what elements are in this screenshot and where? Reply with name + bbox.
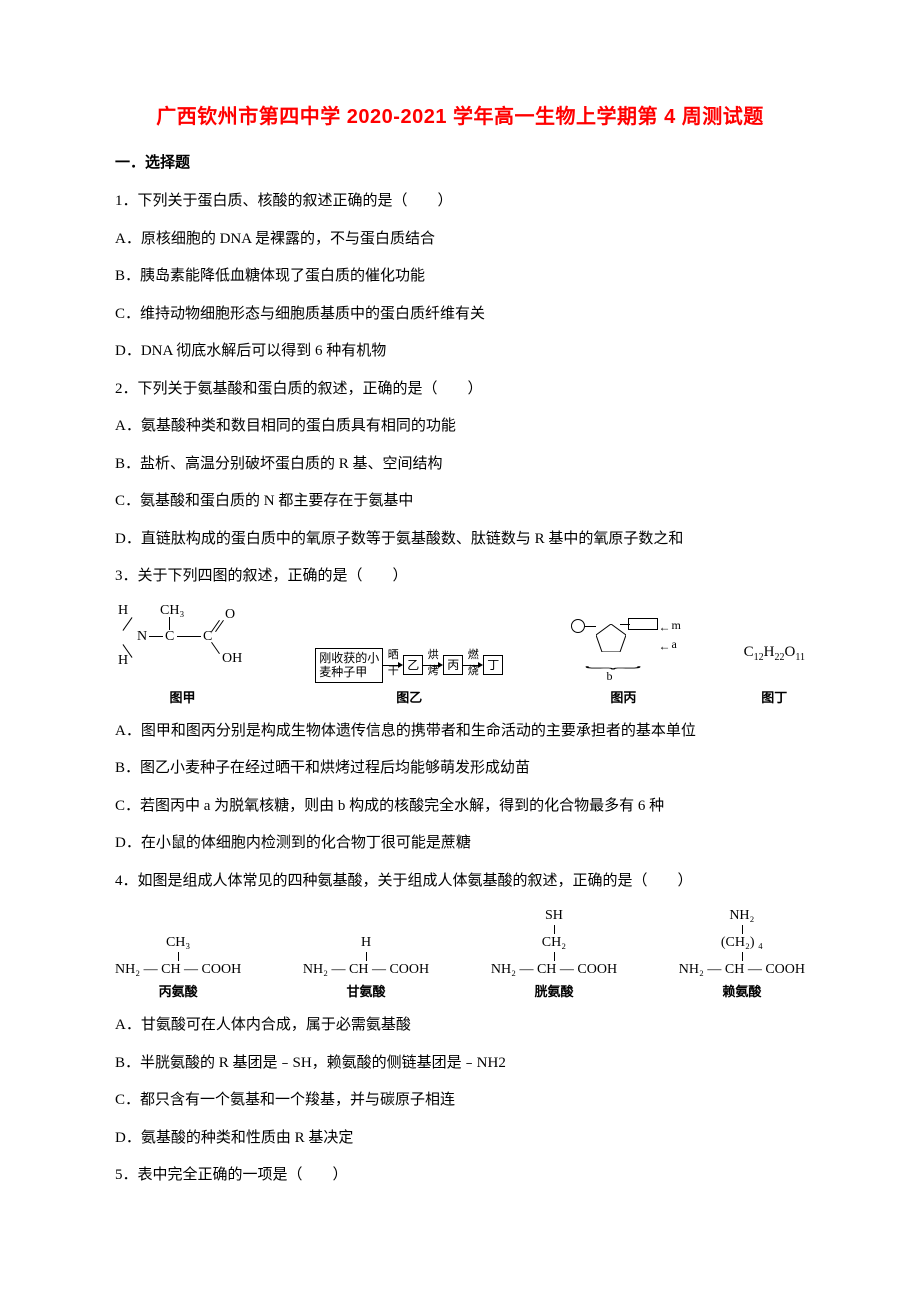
q1-stem: 1．下列关于蛋白质、核酸的叙述正确的是（ ） — [115, 190, 805, 213]
q3-option-d: D．在小鼠的体细胞内检测到的化合物丁很可能是蔗糖 — [115, 832, 805, 855]
q3-option-a: A．图甲和图丙分别是构成生物体遗传信息的携带者和生命活动的主要承担者的基本单位 — [115, 720, 805, 743]
fig3-pentagon — [596, 624, 626, 652]
q4-stem: 4．如图是组成人体常见的四种氨基酸，关于组成人体氨基酸的叙述，正确的是（ ） — [115, 870, 805, 893]
q2-option-d: D．直链肽构成的蛋白质中的氧原子数等于氨基酸数、肽链数与 R 基中的氧原子数之和 — [115, 528, 805, 551]
aa-cysteine: SH CH₂ NH₂ — CH — COOH 胱氨酸 — [491, 907, 617, 1000]
fig2-box1: 刚收获的小麦种子甲 — [315, 648, 383, 683]
q4-option-a: A．甘氨酸可在人体内合成，属于必需氨基酸 — [115, 1014, 805, 1037]
q2-option-c: C．氨基酸和蛋白质的 N 都主要存在于氨基中 — [115, 490, 805, 513]
q2-option-b: B．盐析、高温分别破坏蛋白质的 R 基、空间结构 — [115, 453, 805, 476]
q1-option-d: D．DNA 彻底水解后可以得到 6 种有机物 — [115, 340, 805, 363]
fig3-b-label: b — [606, 669, 612, 684]
fig3-label: 图丙 — [610, 687, 636, 706]
q1-option-b: B．胰岛素能降低血糖体现了蛋白质的催化功能 — [115, 265, 805, 288]
fig3-a-label: a — [671, 637, 676, 652]
fig2-arrow1: 晒干 — [383, 660, 403, 670]
fig1-h2: H — [118, 653, 128, 669]
fig3-arrow-a — [658, 639, 670, 654]
fig1-o: O — [225, 607, 235, 623]
fig1-h1: H — [118, 603, 128, 619]
aa-lysine: NH₂ (CH₂) ₄ NH₂ — CH — COOH 赖氨酸 — [679, 907, 805, 1000]
q3-figure-row: H H N C CH₃ C O OH 图甲 刚收获的小麦种子甲 晒干 乙 烘烤 … — [115, 603, 805, 706]
fig4-block: C12H22O11 图丁 — [744, 644, 805, 706]
fig4-label: 图丁 — [761, 687, 787, 706]
q1-option-c: C．维持动物细胞形态与细胞质基质中的蛋白质纤维有关 — [115, 303, 805, 326]
fig1-ch3: CH₃ — [160, 603, 184, 619]
fig1-n: N — [137, 629, 147, 645]
fig2-arrow3: 燃烧 — [463, 660, 483, 670]
fig1-oh: OH — [222, 651, 242, 667]
fig1-label: 图甲 — [169, 687, 195, 706]
page-title: 广西钦州市第四中学 2020-2021 学年高一生物上学期第 4 周测试题 — [115, 100, 805, 129]
fig4-formula: C12H22O11 — [744, 644, 805, 683]
q5-stem: 5．表中完全正确的一项是（ ） — [115, 1164, 805, 1187]
q4-option-d: D．氨基酸的种类和性质由 R 基决定 — [115, 1127, 805, 1150]
aa-glycine: H NH₂ — CH — COOH 甘氨酸 — [303, 934, 429, 1000]
fig3-circle — [571, 619, 585, 633]
fig1-c: C — [165, 629, 174, 645]
q1-option-a: A．原核细胞的 DNA 是裸露的，不与蛋白质结合 — [115, 228, 805, 251]
q2-option-a: A．氨基酸种类和数目相同的蛋白质具有相同的功能 — [115, 415, 805, 438]
fig1-block: H H N C CH₃ C O OH 图甲 — [115, 603, 250, 706]
fig2-diagram: 刚收获的小麦种子甲 晒干 乙 烘烤 丙 燃烧 丁 — [315, 648, 503, 683]
aa-alanine: CH₃ NH₂ — CH — COOH 丙氨酸 — [115, 934, 241, 1000]
fig2-arrow2: 烘烤 — [423, 660, 443, 670]
q3-stem: 3．关于下列四图的叙述，正确的是（ ） — [115, 565, 805, 588]
fig3-m-label: m — [671, 618, 680, 633]
fig3-brace: ︸ — [485, 662, 741, 680]
fig2-block: 刚收获的小麦种子甲 晒干 乙 烘烤 丙 燃烧 丁 图乙 — [315, 648, 503, 706]
fig3-diagram: m a ︸ b — [568, 613, 678, 683]
fig2-box3: 丙 — [443, 655, 463, 675]
fig1-diagram: H H N C CH₃ C O OH — [115, 603, 250, 683]
fig3-rect — [628, 618, 658, 630]
q3-option-b: B．图乙小麦种子在经过晒干和烘烤过程后均能够萌发形成幼苗 — [115, 757, 805, 780]
fig2-label: 图乙 — [396, 687, 422, 706]
fig3-block: m a ︸ b 图丙 — [568, 613, 678, 706]
fig2-box2: 乙 — [403, 655, 423, 675]
q4-option-c: C．都只含有一个氨基和一个羧基，并与碳原子相连 — [115, 1089, 805, 1112]
section-heading: 一．选择题 — [115, 151, 805, 172]
q4-option-b: B．半胱氨酸的 R 基团是﹣SH，赖氨酸的侧链基团是﹣NH2 — [115, 1052, 805, 1075]
fig3-arrow-m — [658, 620, 670, 635]
q2-stem: 2．下列关于氨基酸和蛋白质的叙述，正确的是（ ） — [115, 378, 805, 401]
q4-amino-acid-row: CH₃ NH₂ — CH — COOH 丙氨酸 H NH₂ — CH — COO… — [115, 907, 805, 1000]
q3-option-c: C．若图丙中 a 为脱氧核糖，则由 b 构成的核酸完全水解，得到的化合物最多有 … — [115, 795, 805, 818]
